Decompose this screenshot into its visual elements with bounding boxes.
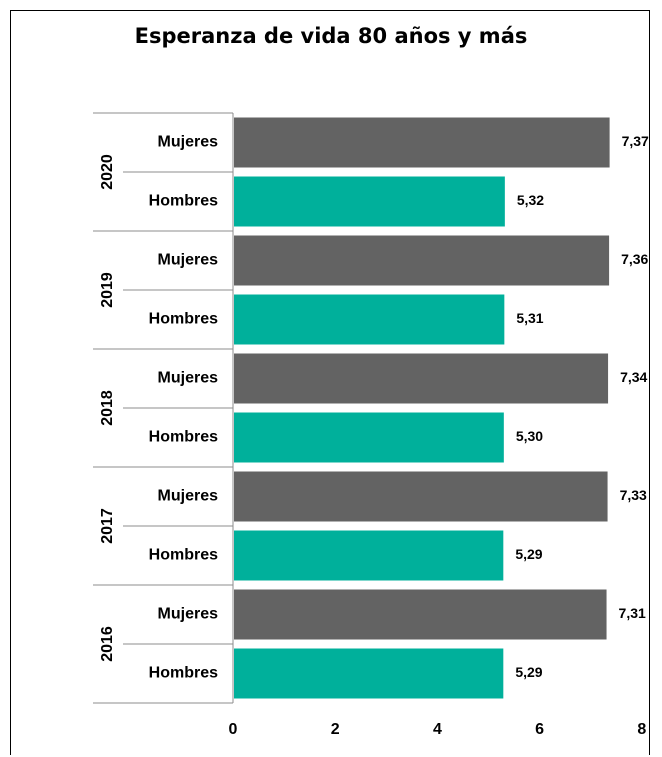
data-label: 7,31 (619, 605, 646, 621)
data-label: 7,33 (620, 487, 647, 503)
chart-frame (10, 10, 650, 755)
chart-title: Esperanza de vida 80 años y más (134, 24, 528, 48)
category-label: Hombres (149, 547, 218, 564)
category-label: Hombres (149, 429, 218, 446)
bar-hombres (234, 648, 504, 699)
category-label: Mujeres (158, 252, 219, 269)
data-label: 5,30 (516, 428, 543, 444)
x-tick-label: 4 (433, 721, 442, 738)
year-label: 2016 (99, 626, 116, 662)
x-tick-label: 0 (229, 721, 238, 738)
bar-hombres (234, 294, 505, 345)
bar-hombres (234, 412, 504, 463)
category-label: Mujeres (158, 370, 219, 387)
category-label: Hombres (149, 665, 218, 682)
data-label: 5,31 (516, 310, 543, 326)
bar-mujeres (234, 353, 609, 404)
year-label: 2020 (99, 154, 116, 190)
bar-mujeres (234, 589, 607, 640)
data-label: 5,29 (515, 664, 542, 680)
bar-hombres (234, 530, 504, 581)
x-tick-label: 2 (331, 721, 340, 738)
category-label: Mujeres (158, 488, 219, 505)
category-label: Mujeres (158, 134, 219, 151)
data-label: 7,37 (622, 133, 649, 149)
data-label: 5,29 (515, 546, 542, 562)
category-label: Mujeres (158, 606, 219, 623)
bar-hombres (234, 176, 505, 227)
data-label: 7,34 (620, 369, 647, 385)
x-tick-label: 8 (637, 721, 646, 738)
bar-mujeres (234, 117, 610, 168)
bar-mujeres (234, 471, 608, 522)
data-label: 7,36 (621, 251, 648, 267)
category-label: Hombres (149, 193, 218, 210)
year-label: 2017 (99, 508, 116, 544)
x-tick-label: 6 (535, 721, 544, 738)
category-label: Hombres (149, 311, 218, 328)
year-label: 2019 (99, 272, 116, 308)
data-label: 5,32 (517, 192, 544, 208)
year-label: 2018 (99, 390, 116, 426)
bar-mujeres (234, 235, 610, 286)
